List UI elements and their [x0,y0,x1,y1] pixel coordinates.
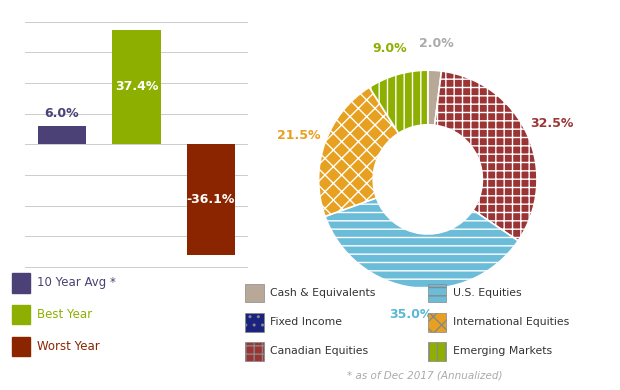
Text: 2.0%: 2.0% [419,37,454,50]
Wedge shape [370,70,428,133]
Wedge shape [319,87,399,216]
Wedge shape [428,70,441,125]
Bar [38,126,86,144]
Text: 21.5%: 21.5% [277,129,321,142]
Text: U.S. Equities: U.S. Equities [453,288,521,298]
Text: Cash & Equivalents: Cash & Equivalents [270,288,375,298]
Bar [112,30,161,144]
Text: Canadian Equities: Canadian Equities [270,346,368,356]
Text: Fixed Income: Fixed Income [270,317,342,327]
Text: 37.4%: 37.4% [115,80,158,94]
Text: Worst Year: Worst Year [37,340,100,353]
Text: 35.0%: 35.0% [389,308,432,321]
Text: 6.0%: 6.0% [45,107,79,121]
Wedge shape [435,71,537,241]
Text: 10 Year Avg *: 10 Year Avg * [37,276,116,289]
Text: * as of Dec 2017 (Annualized): * as of Dec 2017 (Annualized) [347,370,502,380]
Wedge shape [325,198,518,289]
Text: International Equities: International Equities [453,317,569,327]
Bar [187,144,235,255]
Text: Best Year: Best Year [37,308,92,321]
Text: -36.1%: -36.1% [187,193,235,206]
Text: 32.5%: 32.5% [531,117,574,130]
Text: 9.0%: 9.0% [373,42,407,55]
Text: Emerging Markets: Emerging Markets [453,346,552,356]
